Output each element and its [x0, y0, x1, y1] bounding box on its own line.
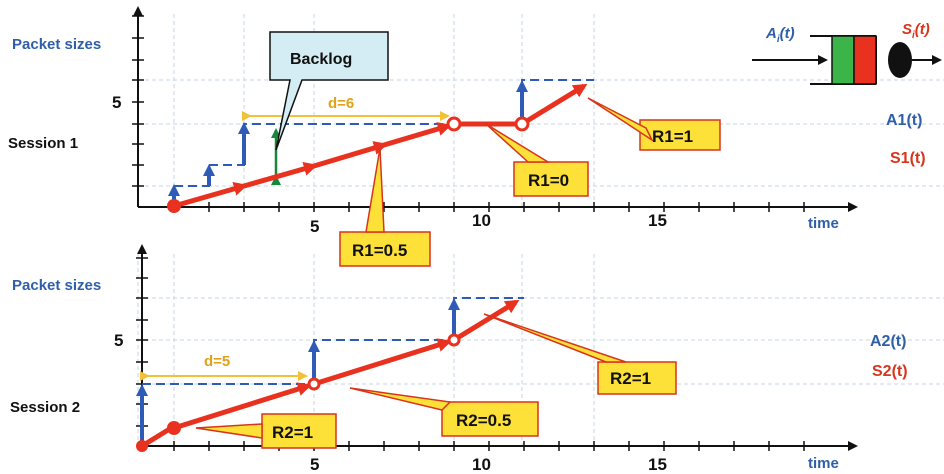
bottom-x-ticks — [173, 441, 805, 451]
bottom-delay-label: d=5 — [204, 353, 230, 370]
callout-r1-05: R1=0.5 — [339, 147, 431, 267]
bottom-xlabel: time — [808, 455, 839, 472]
top-x-tick-label: 15 — [648, 211, 667, 230]
callout-r1-0: R1=0 — [485, 123, 589, 197]
backlog-label: Backlog — [290, 51, 352, 68]
bottom-x-tick-label: 15 — [648, 455, 667, 474]
service-point — [307, 377, 321, 391]
top-ylabel: Packet sizes — [12, 36, 101, 53]
top-panel: Packet sizes 5 Session 1 5 10 15 time A1… — [8, 6, 944, 267]
top-y-tick-label: 5 — [112, 93, 121, 112]
svg-text:R1=0: R1=0 — [528, 171, 569, 190]
queue-legend: Ai(t) Si(t) — [752, 21, 942, 85]
callout-r2-05: R2=0.5 — [349, 387, 539, 437]
bottom-service-curve-label: S2(t) — [872, 363, 908, 380]
queue-packet-green — [831, 35, 855, 85]
svg-text:R2=1: R2=1 — [272, 423, 313, 442]
bottom-x-tick-label: 10 — [472, 455, 491, 474]
bottom-x-tick-label: 5 — [310, 455, 319, 474]
top-session-title: Session 1 — [8, 135, 78, 152]
svg-text:R2=0.5: R2=0.5 — [456, 411, 511, 430]
legend-service-label: Si(t) — [902, 21, 930, 41]
backlog-callout: Backlog — [269, 31, 389, 151]
service-segment — [243, 162, 318, 189]
service-point — [446, 116, 462, 132]
top-x-tick-label: 10 — [472, 211, 491, 230]
bottom-service-curve — [136, 299, 520, 452]
service-segment — [452, 299, 520, 343]
top-y-ticks — [132, 15, 144, 187]
top-x-tick-label: 5 — [310, 217, 319, 236]
svg-text:R2=1: R2=1 — [610, 369, 651, 388]
service-segment — [520, 83, 588, 127]
service-point — [514, 116, 530, 132]
bottom-arrival-curve-label: A2(t) — [870, 333, 906, 350]
callout-r2-1b: R2=1 — [483, 313, 677, 395]
bottom-grid — [137, 254, 944, 446]
top-service-curve-label: S1(t) — [890, 150, 926, 167]
top-service-curve — [167, 83, 588, 213]
service-point — [167, 199, 181, 213]
service-segment — [313, 141, 388, 169]
service-segment — [383, 122, 452, 148]
bottom-arrival-curve — [136, 297, 524, 444]
svg-text:R1=0.5: R1=0.5 — [352, 241, 407, 260]
bottom-y-tick-label: 5 — [114, 331, 123, 350]
bottom-panel: Packet sizes 5 Session 2 5 10 15 time A2… — [10, 244, 944, 474]
service-segment — [313, 338, 452, 387]
arrival-step-line — [142, 297, 524, 385]
queue-server — [888, 42, 912, 78]
callout-r1-1: R1=1 — [587, 97, 721, 151]
top-delay-label: d=6 — [328, 95, 354, 112]
top-arrival-curve-label: A1(t) — [886, 112, 922, 129]
service-segment — [173, 382, 312, 431]
queue-packet-red — [853, 35, 877, 85]
service-segment — [173, 182, 248, 209]
bottom-session-title: Session 2 — [10, 399, 80, 416]
service-point — [447, 333, 461, 347]
callout-r2-1a: R2=1 — [195, 413, 337, 449]
top-xlabel: time — [808, 215, 839, 232]
service-point — [167, 421, 181, 435]
svg-text:R1=1: R1=1 — [652, 127, 693, 146]
service-point — [136, 440, 148, 452]
legend-arrival-label: Ai(t) — [765, 25, 795, 45]
bottom-ylabel: Packet sizes — [12, 277, 101, 294]
